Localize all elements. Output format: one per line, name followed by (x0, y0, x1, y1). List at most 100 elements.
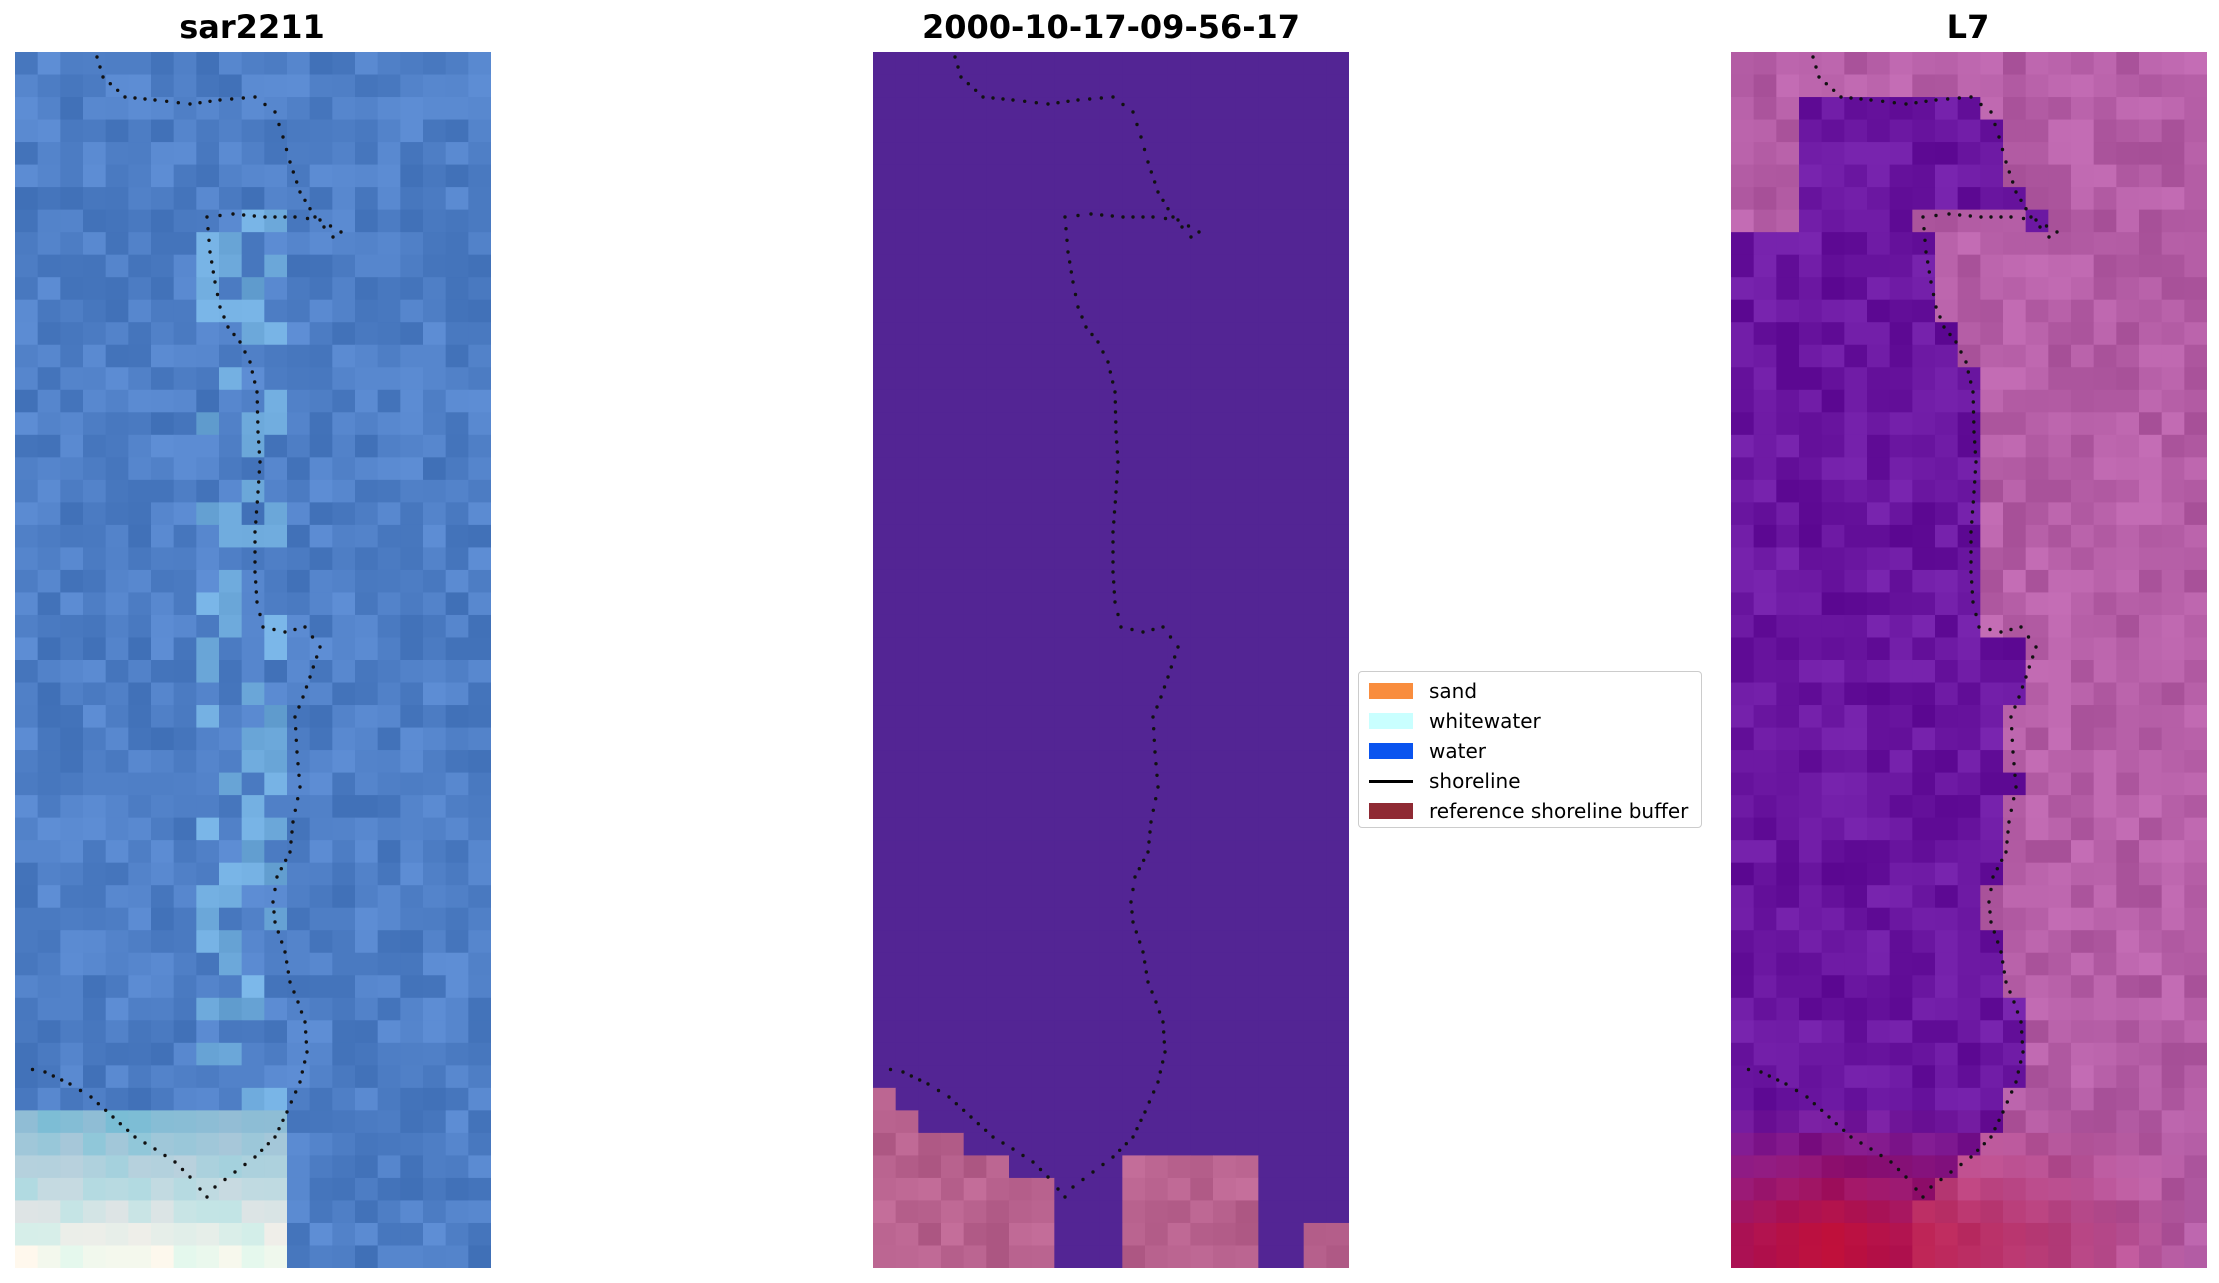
mndwi-pixel (1844, 1065, 1868, 1089)
rgb-pixel (287, 74, 311, 98)
shoreline-point (95, 55, 99, 59)
mndwi-pixel (2184, 1200, 2207, 1224)
classified-pixel (1303, 1087, 1327, 1111)
classified-pixel (1054, 997, 1078, 1021)
classified-pixel (963, 209, 987, 233)
mndwi-pixel (2116, 1132, 2140, 1157)
mndwi-pixel (2139, 727, 2163, 751)
classified-pixel (1213, 434, 1237, 458)
mndwi-pixel (1844, 344, 1868, 368)
mndwi-pixel (2025, 209, 2049, 233)
mndwi-pixel (1753, 705, 1777, 729)
classified-pixel (986, 1065, 1010, 1089)
classified-pixel (1122, 705, 1146, 729)
mndwi-pixel (2161, 524, 2185, 549)
mndwi-pixel (1753, 952, 1777, 976)
classified-pixel (1190, 1222, 1214, 1247)
mndwi-pixel (1935, 322, 1959, 346)
mndwi-pixel (1731, 524, 1755, 549)
rgb-pixel (332, 1042, 356, 1066)
classified-pixel (1122, 1155, 1146, 1179)
shoreline-point (133, 1135, 137, 1139)
classified-pixel (918, 592, 942, 616)
rgb-pixel (15, 434, 39, 458)
classified-pixel (1099, 975, 1123, 999)
mndwi-pixel (1731, 322, 1755, 346)
classified-pixel (895, 727, 919, 751)
mndwi-pixel (2003, 907, 2027, 931)
mndwi-pixel (2071, 119, 2095, 143)
classified-pixel (873, 1245, 897, 1268)
rgb-pixel (241, 795, 265, 819)
classified-pixel (1235, 569, 1259, 594)
classified-pixel (895, 524, 919, 549)
shoreline-point (243, 350, 247, 354)
mndwi-pixel (2093, 569, 2117, 594)
classified-pixel (895, 1065, 919, 1089)
classified-pixel (1054, 772, 1078, 796)
classified-pixel (1031, 1065, 1055, 1089)
classified-pixel (1122, 209, 1146, 233)
mndwi-pixel (1867, 322, 1891, 346)
mndwi-pixel (1799, 74, 1823, 98)
mndwi-pixel (2071, 682, 2095, 706)
mndwi-pixel (2025, 569, 2049, 594)
classified-pixel (1281, 840, 1305, 864)
shoreline-point (1144, 970, 1148, 974)
mndwi-pixel (1799, 119, 1823, 143)
rgb-pixel (309, 975, 333, 999)
shoreline-point (1163, 1050, 1167, 1054)
classified-pixel (1009, 750, 1033, 774)
rgb-pixel (468, 660, 491, 684)
mndwi-pixel (1867, 299, 1891, 323)
mndwi-pixel (1957, 187, 1981, 211)
rgb-pixel (60, 1177, 84, 1202)
classified-pixel (1122, 795, 1146, 819)
classified-pixel (1167, 277, 1191, 301)
shoreline-point (1163, 216, 1168, 221)
mndwi-pixel (1731, 277, 1755, 301)
rgb-pixel (400, 750, 424, 774)
mndwi-pixel (1844, 1245, 1868, 1268)
classified-pixel (918, 1110, 942, 1134)
mndwi-pixel (1935, 389, 1959, 413)
rgb-pixel (128, 997, 152, 1021)
classified-pixel (1077, 389, 1101, 413)
rgb-pixel (15, 1155, 39, 1179)
rgb-pixel (309, 434, 333, 458)
rgb-pixel (60, 52, 84, 76)
rgb-pixel (105, 232, 129, 256)
mndwi-pixel (1753, 1155, 1777, 1179)
shoreline-point (1157, 1010, 1162, 1014)
rgb-pixel (60, 1087, 84, 1111)
classified-pixel (963, 975, 987, 999)
classified-pixel (1054, 502, 1078, 526)
classified-pixel (1190, 97, 1214, 121)
mndwi-pixel (1821, 705, 1845, 729)
rgb-pixel (468, 997, 491, 1021)
mndwi-pixel (1957, 547, 1981, 571)
rgb-pixel (151, 1155, 175, 1179)
mndwi-pixel (1844, 164, 1868, 188)
legend-label: sand (1429, 679, 1478, 703)
classified-pixel (1054, 1020, 1078, 1044)
rgb-pixel (264, 187, 288, 211)
classified-pixel (986, 1132, 1010, 1157)
classified-pixel (1281, 727, 1305, 751)
rgb-pixel (15, 479, 39, 503)
rgb-pixel (15, 187, 39, 211)
classified-pixel (1009, 412, 1033, 436)
shoreline-point (1116, 460, 1120, 464)
mndwi-pixel (1844, 142, 1868, 166)
shoreline-point (1076, 213, 1080, 218)
classified-pixel (1213, 1222, 1237, 1247)
rgb-pixel (196, 840, 220, 864)
rgb-pixel (287, 1132, 311, 1157)
mndwi-pixel (1844, 299, 1868, 323)
classified-pixel (1054, 660, 1078, 684)
rgb-pixel (377, 367, 401, 391)
rgb-pixel (37, 1155, 61, 1179)
rgb-pixel (105, 885, 129, 909)
rgb-pixel (332, 367, 356, 391)
mndwi-pixel (2025, 750, 2049, 774)
